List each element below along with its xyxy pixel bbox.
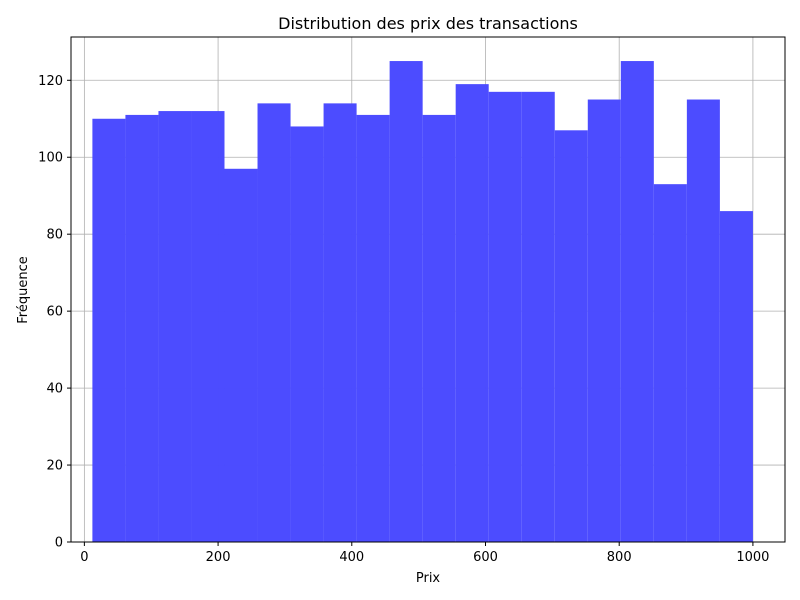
histogram-bar-19 [719,211,753,542]
histogram-bar-11 [455,84,489,542]
y-tick-label-4: 80 [46,228,63,243]
histogram-bar-14 [554,130,588,543]
histogram-bar-6 [290,126,324,542]
y-axis-label: Fréquence [16,256,31,323]
x-tick-label-0: 0 [80,550,88,565]
histogram-bar-3 [191,111,225,543]
axis-ticks: 0 200 400 600 800 1000 0 20 40 60 80 100 120 [38,74,769,565]
y-tick-label-1: 20 [46,459,63,474]
histogram-bar-1 [125,114,159,543]
x-tick-label-3: 600 [473,550,498,565]
axes-frame [70,36,786,543]
y-tick-label-2: 40 [46,382,63,397]
y-tick-label-0: 0 [55,536,63,551]
histogram-bar-17 [653,184,687,542]
chart-title: Distribution des prix des transactions [278,14,578,33]
y-tick-label-6: 120 [38,74,63,89]
histogram-bar-16 [620,61,654,543]
histogram-bar-8 [356,114,390,543]
histogram-bars [92,61,753,543]
y-tick-label-3: 60 [46,305,63,320]
histogram-bar-15 [587,99,621,543]
plot-frame [70,36,786,543]
histogram-bar-0 [92,118,126,542]
x-axis-label: Prix [416,571,441,586]
histogram-bar-13 [521,91,555,542]
histogram-bar-4 [224,168,258,542]
x-tick-label-2: 400 [339,550,364,565]
histogram-bar-9 [389,61,423,543]
histogram-bar-7 [323,103,357,542]
y-tick-label-5: 100 [38,151,63,166]
x-tick-label-4: 800 [607,550,632,565]
x-tick-label-5: 1000 [736,550,769,565]
histogram-bar-10 [422,114,456,543]
histogram-bar-18 [686,99,720,543]
histogram-bar-12 [488,91,522,542]
x-tick-label-1: 200 [206,550,231,565]
histogram-bar-5 [257,103,291,542]
histogram-bar-2 [158,111,192,543]
